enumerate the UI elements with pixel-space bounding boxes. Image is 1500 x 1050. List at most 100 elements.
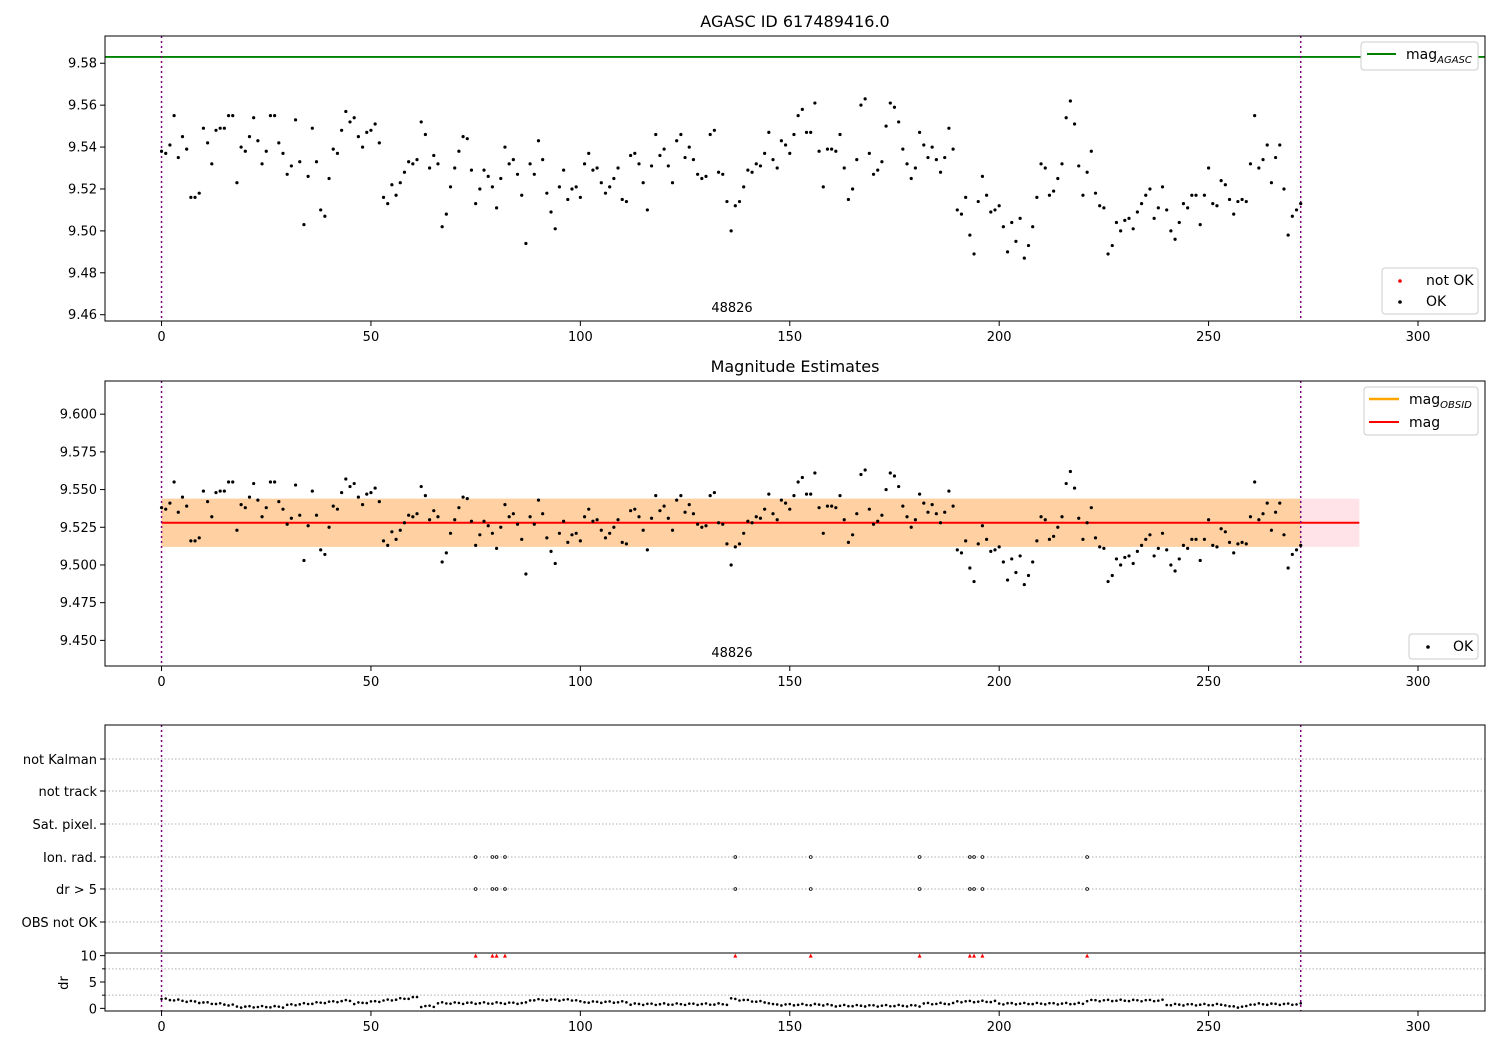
dr-point — [440, 1001, 444, 1004]
dr-tick-label: 5 — [89, 976, 97, 991]
ok-point — [1265, 501, 1269, 505]
dr-point — [914, 1004, 917, 1007]
ok-point — [1072, 122, 1077, 126]
ok-point — [658, 153, 662, 158]
x-tick-label: 200 — [987, 330, 1012, 345]
dr-point — [729, 996, 733, 1000]
ok-point — [1299, 543, 1303, 547]
dr-point — [620, 999, 624, 1003]
x-tick-label: 50 — [363, 330, 380, 345]
ok-point — [1005, 250, 1010, 254]
dr-point — [1069, 1002, 1072, 1006]
ok-point — [243, 149, 247, 153]
ok-point — [562, 519, 566, 523]
dr-point — [725, 1003, 729, 1007]
dr-clipped-marker — [473, 953, 478, 958]
ok-point — [1106, 252, 1110, 256]
dr-point — [801, 1002, 804, 1006]
dr-point — [1014, 1003, 1018, 1006]
ok-point — [1194, 537, 1198, 541]
dr-clipped-marker — [808, 953, 813, 958]
dr-point — [290, 1003, 293, 1006]
ok-point — [256, 139, 260, 143]
ok-point — [1114, 220, 1119, 225]
ok-point — [193, 195, 197, 199]
ok-point — [1018, 554, 1022, 558]
dr-point — [742, 998, 745, 1002]
ok-point — [226, 114, 231, 118]
ok-point — [214, 490, 218, 495]
ok-point — [557, 185, 562, 189]
dr-point — [1148, 998, 1152, 1002]
dr-point — [868, 1003, 871, 1007]
ok-point — [670, 528, 675, 532]
ok-point — [164, 151, 168, 155]
flag-marker — [473, 855, 478, 859]
legend-mag-obsid-label: magOBSID — [1409, 392, 1472, 411]
dr-point — [331, 999, 335, 1003]
ok-point — [788, 507, 792, 511]
ok-point — [1060, 162, 1064, 166]
dr-point — [1194, 1004, 1198, 1007]
ok-point — [256, 498, 260, 502]
dr-point — [704, 1002, 708, 1005]
ok-point — [947, 489, 951, 493]
ok-point — [947, 126, 951, 130]
dr-point — [244, 1005, 247, 1008]
ok-point — [398, 181, 402, 185]
ok-point — [314, 160, 319, 164]
dr-point — [419, 1005, 423, 1009]
dr-point — [1127, 999, 1131, 1003]
ok-point — [972, 579, 976, 584]
ok-point — [1165, 208, 1169, 212]
ok-point — [687, 503, 691, 507]
dr-point — [227, 1004, 230, 1007]
dr-point — [955, 999, 959, 1003]
ok-point — [1261, 512, 1265, 516]
ok-point — [884, 487, 888, 492]
ok-point — [440, 225, 444, 229]
ok-point — [654, 132, 658, 137]
dr-point — [734, 997, 737, 1001]
ok-point — [675, 139, 679, 143]
dr-point — [834, 1005, 838, 1008]
dr-point — [888, 1004, 892, 1008]
ok-point — [281, 151, 285, 155]
dr-point — [595, 1000, 599, 1004]
dr-clipped-marker — [490, 953, 495, 958]
dr-point — [926, 1001, 930, 1005]
ok-point — [1198, 223, 1202, 227]
ok-point — [1273, 155, 1278, 160]
dr-point — [1131, 998, 1135, 1002]
ok-point — [298, 513, 302, 517]
dr-point — [403, 997, 406, 1001]
ok-point — [1131, 561, 1135, 566]
ok-point — [549, 210, 553, 214]
ok-point — [1139, 543, 1144, 547]
dr-point — [1110, 999, 1114, 1003]
flag-marker — [1085, 887, 1089, 891]
ok-point — [746, 519, 750, 523]
ok-point — [666, 516, 670, 520]
panel-3-frame — [104, 724, 1486, 1012]
ok-point — [968, 566, 972, 570]
ok-point — [1219, 178, 1223, 183]
ok-point — [1290, 552, 1294, 557]
dr-point — [566, 997, 570, 1001]
ok-point — [1160, 531, 1165, 535]
ok-point — [830, 147, 834, 151]
dr-point — [721, 1002, 725, 1006]
ok-point — [419, 120, 423, 124]
ok-point — [453, 166, 457, 170]
ok-point — [758, 516, 763, 520]
panel-2-legend-top: magOBSID mag — [1363, 386, 1479, 436]
ok-point — [222, 489, 226, 493]
dr-point — [553, 998, 557, 1001]
legend-ok-label: OK — [1426, 294, 1447, 310]
ok-point — [687, 145, 691, 149]
ok-point — [737, 199, 742, 204]
ok-point — [226, 480, 231, 484]
dr-point — [905, 1005, 909, 1008]
ok-point — [1001, 560, 1005, 564]
ok-point — [1127, 216, 1131, 220]
